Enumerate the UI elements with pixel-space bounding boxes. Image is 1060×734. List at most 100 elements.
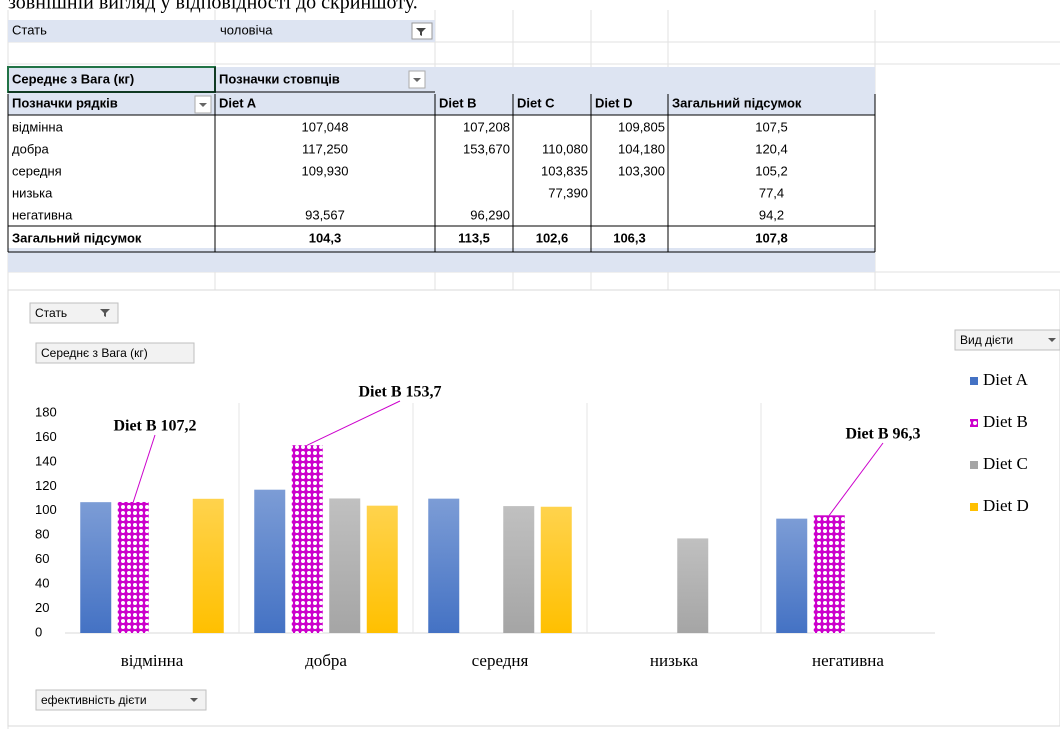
bar: [813, 515, 845, 633]
legend-label: Diet A: [983, 370, 1029, 389]
table-cell: відмінна: [12, 119, 64, 134]
table-cell: 110,080: [542, 141, 588, 156]
data-label: Diet B 107,2: [113, 418, 196, 435]
y-tick-label: 60: [35, 551, 49, 566]
pivot-chart: Стать Середнє з Вага (кг) Вид дієти ефектив…: [29, 302, 1060, 711]
table-cell: 106,3: [613, 230, 646, 245]
x-tick-label: середня: [472, 651, 529, 670]
bar: [80, 502, 112, 633]
y-tick-label: 160: [35, 429, 57, 444]
dropdown-arrow: [199, 103, 207, 107]
table-cell: 113,5: [458, 230, 490, 245]
table-cell: 94,2: [759, 207, 784, 222]
table-cell: 77,4: [759, 185, 784, 200]
y-tick-label: 0: [35, 624, 42, 639]
table-cell: добра: [12, 141, 49, 156]
dropdown-arrow: [190, 698, 198, 702]
table-cell: 107,5: [755, 119, 788, 134]
table-cell: Загальний підсумок: [12, 230, 142, 245]
filter-row: [8, 20, 435, 42]
dropdown-arrow: [1048, 338, 1056, 342]
x-tick-label: добра: [305, 651, 347, 670]
table-cell: 107,048: [302, 119, 349, 134]
bar: [428, 498, 460, 633]
data-label: Diet B 96,3: [845, 426, 920, 443]
x-tick-label: низька: [650, 651, 699, 670]
table-cell: 107,208: [463, 119, 510, 134]
leader-line: [828, 442, 884, 516]
table-cell: 153,670: [463, 141, 510, 156]
table-cell: 103,300: [618, 163, 665, 178]
bar: [192, 498, 224, 633]
field-button[interactable]: [35, 342, 195, 364]
row-labels: Позначки рядків: [12, 95, 118, 110]
table-cell: 109,930: [302, 163, 349, 178]
legend-label: Diet D: [983, 496, 1029, 515]
dropdown-arrow: [413, 78, 421, 82]
field-button[interactable]: [29, 302, 119, 324]
legend-marker: [970, 419, 978, 427]
field-button[interactable]: [35, 689, 207, 711]
y-tick-label: 100: [35, 502, 57, 517]
filter-field: Стать: [12, 22, 47, 37]
bar: [677, 538, 709, 633]
y-tick-label: 180: [35, 404, 57, 419]
field-button-label: ефективність дієти: [41, 693, 147, 707]
legend-marker: [970, 503, 978, 511]
column-labels: Позначки стовпців: [219, 71, 340, 86]
column-header: Diet D: [595, 95, 633, 110]
table-cell: 102,6: [536, 230, 569, 245]
x-tick-label: негативна: [812, 651, 884, 670]
y-tick-label: 20: [35, 600, 49, 615]
pivot-table: Середнє з Вага (кг) Позначки стовпців Позн…: [7, 67, 876, 253]
column-header: Diet A: [219, 95, 257, 110]
table-cell: 103,835: [541, 163, 588, 178]
filter-value: чоловіча: [220, 22, 273, 37]
bar: [540, 506, 572, 633]
column-header: Diet C: [517, 95, 555, 110]
table-cell: 109,805: [618, 119, 665, 134]
bar: [503, 506, 535, 633]
y-tick-label: 80: [35, 527, 49, 542]
table-cell: 120,4: [755, 141, 788, 156]
filter-icon: [100, 309, 110, 317]
legend-marker: [970, 377, 978, 385]
table-cell: 93,567: [305, 207, 345, 222]
leader-line: [307, 400, 401, 446]
filter-icon: [416, 28, 426, 36]
x-tick-label: відмінна: [121, 651, 184, 670]
table-cell: 104,180: [618, 141, 665, 156]
table-cell: 117,250: [302, 141, 348, 156]
table-cell: 77,390: [548, 185, 588, 200]
table-cell: 105,2: [755, 163, 788, 178]
field-button[interactable]: [954, 329, 1060, 351]
caption: зовнішній вигляд у відповідності до скри…: [8, 0, 418, 14]
field-button-label: Вид дієти: [960, 333, 1013, 347]
legend-marker: [970, 461, 978, 469]
legend-label: Diet B: [983, 412, 1028, 431]
y-tick-label: 40: [35, 576, 49, 591]
bar: [117, 501, 149, 633]
field-button-label: Стать: [35, 306, 67, 320]
bar: [329, 498, 361, 633]
table-cell: 104,3: [309, 230, 342, 245]
bar: [776, 518, 808, 633]
bar: [254, 489, 286, 633]
table-cell: низька: [12, 185, 53, 200]
y-tick-label: 120: [35, 478, 57, 493]
bar: [291, 445, 323, 633]
table-cell: негативна: [12, 207, 73, 222]
field-button-label: Середнє з Вага (кг): [41, 346, 148, 360]
y-tick-label: 140: [35, 453, 57, 468]
leader-line: [132, 434, 156, 503]
legend-label: Diet C: [983, 454, 1028, 473]
data-label: Diet B 153,7: [358, 384, 441, 401]
value-field: Середнє з Вага (кг): [12, 71, 134, 86]
table-cell: середня: [12, 163, 62, 178]
table-cell: 107,8: [755, 230, 788, 245]
table-cell: 96,290: [470, 207, 510, 222]
column-header: Загальний підсумок: [672, 95, 802, 110]
bar: [366, 505, 398, 633]
